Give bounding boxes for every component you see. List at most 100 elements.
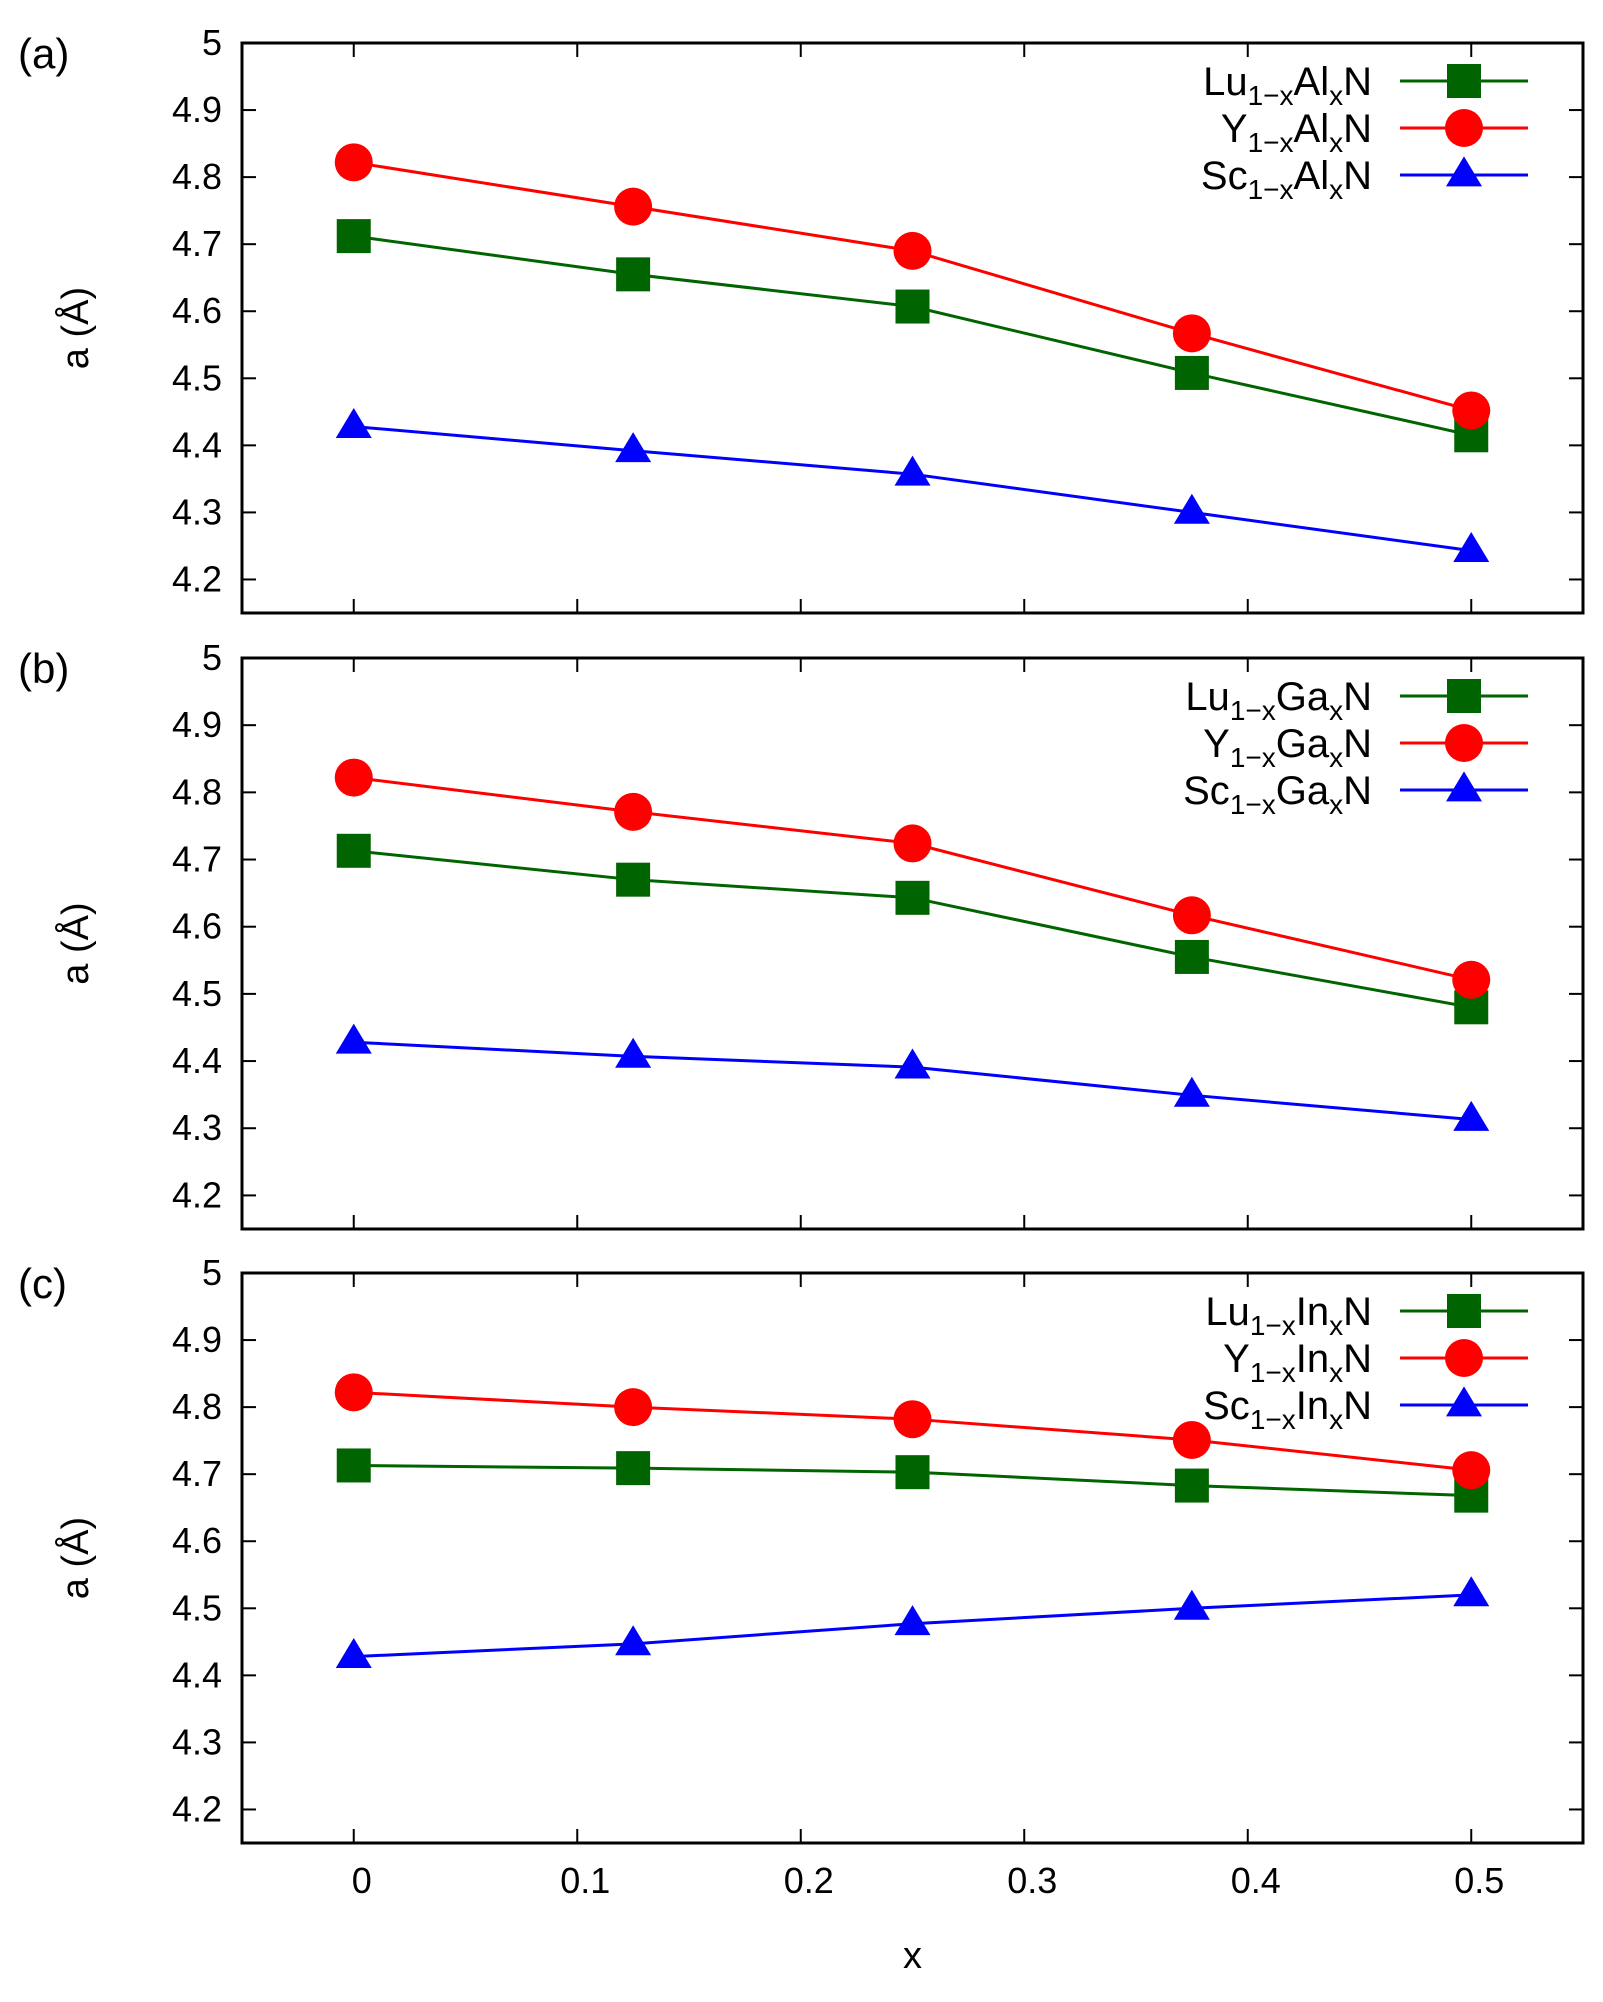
legend-label: Lu1−xGaxN [1185, 675, 1372, 726]
legend-label-part: x [1329, 1357, 1343, 1388]
data-point-triangle [1453, 1576, 1490, 1607]
y-tick-label: 4.6 [172, 1520, 222, 1561]
y-tick-label: 4.9 [172, 704, 222, 745]
legend-marker-square [1447, 64, 1481, 98]
legend-label-part: In [1296, 1337, 1329, 1381]
data-point-triangle [1453, 1100, 1490, 1131]
data-point-square [895, 1455, 930, 1490]
data-point-circle [1172, 896, 1211, 935]
plot-frame [240, 41, 1585, 615]
data-point-square [895, 289, 930, 324]
panel-label: (b) [18, 645, 69, 692]
legend-label: Lu1−xInxN [1205, 1290, 1372, 1341]
data-point-circle [1452, 391, 1491, 430]
legend-label-part: x [1329, 127, 1343, 158]
legend-label: Sc1−xInxN [1203, 1384, 1372, 1435]
data-point-square [1174, 939, 1209, 974]
legend-label-part: Sc [1183, 769, 1230, 813]
legend-label-part: 1−x [1248, 80, 1294, 111]
legend-label-part: x [1329, 80, 1343, 111]
data-point-circle [1172, 1420, 1211, 1459]
legend-label-part: x [1329, 174, 1343, 205]
x-tick-label: 0.4 [1231, 1860, 1281, 1901]
data-point-circle [893, 824, 932, 863]
data-point-circle [1172, 314, 1211, 353]
legend-label-part: N [1343, 1337, 1372, 1381]
data-point-circle [334, 758, 373, 797]
data-point-circle [614, 1388, 653, 1427]
legend-label-part: Lu [1185, 675, 1230, 719]
x-tick-label: 0.5 [1454, 1860, 1504, 1901]
data-point-triangle [615, 1625, 652, 1656]
legend-label: Y1−xGaxN [1203, 722, 1372, 773]
data-point-circle [1452, 960, 1491, 999]
legend-label-part: Y [1203, 722, 1230, 766]
legend-label-part: In [1296, 1290, 1329, 1334]
data-point-circle [893, 231, 932, 270]
y-tick-label: 5 [202, 637, 222, 678]
panel-c: 4.2 4.3 4.4 4.5 4.6 4.7 4.8 4.9 5 0 0.1 0.2 0.3 0.4 0.… [18, 1252, 1585, 1977]
y-tick-label: 4.7 [172, 839, 222, 880]
y-tick-label: 5 [202, 22, 222, 63]
data-point-circle [1452, 1451, 1491, 1490]
legend-label-part: N [1343, 675, 1372, 719]
legend-label-part: Y [1223, 1337, 1250, 1381]
legend-label-part: Lu [1205, 1290, 1250, 1334]
data-point-square [336, 219, 371, 254]
legend-label: Sc1−xGaxN [1183, 769, 1372, 820]
panel-label: (a) [18, 30, 69, 77]
legend-marker-triangle [1446, 1386, 1482, 1417]
data-point-triangle [615, 1037, 652, 1068]
data-point-square [616, 1451, 651, 1486]
legend-label-part: Y [1221, 107, 1248, 151]
y-tick-label: 4.7 [172, 223, 222, 264]
legend-label-part: 1−x [1230, 695, 1276, 726]
legend-label-part: Al [1294, 60, 1330, 104]
legend-label-part: N [1343, 1384, 1372, 1428]
legend-marker-triangle [1446, 771, 1482, 802]
panel-label: (c) [18, 1260, 67, 1307]
y-tick-label: 4.2 [172, 558, 222, 599]
y-tick-label: 4.7 [172, 1453, 222, 1494]
y-tick-label: 4.6 [172, 290, 222, 331]
data-point-triangle [335, 1637, 372, 1668]
series-line-square [353, 849, 1472, 1009]
x-tick-label: 0.1 [560, 1860, 610, 1901]
legend-marker-circle [1445, 109, 1483, 147]
legend-marker-square [1447, 679, 1481, 713]
data-point-triangle [1453, 532, 1490, 563]
legend-label-part: 1−x [1250, 1357, 1296, 1388]
legend-label-part: Al [1294, 107, 1330, 151]
legend-label-part: x [1329, 742, 1343, 773]
y-tick-label: 4.4 [172, 1040, 222, 1081]
legend-label: Sc1−xAlxN [1201, 154, 1372, 205]
y-tick-label: 4.8 [172, 156, 222, 197]
data-point-triangle [894, 455, 931, 486]
y-axis-title: a (Å) [53, 902, 97, 984]
data-point-square [895, 880, 930, 915]
legend-label: Lu1−xAlxN [1203, 60, 1372, 111]
data-point-circle [334, 1373, 373, 1412]
y-axis-title: a (Å) [53, 287, 97, 369]
data-point-circle [334, 143, 373, 182]
legend-label-part: In [1296, 1384, 1329, 1428]
data-point-triangle [894, 1048, 931, 1079]
legend-label-part: 1−x [1248, 174, 1294, 205]
data-point-square [1174, 355, 1209, 390]
data-point-circle [614, 187, 653, 226]
y-tick-label: 4.4 [172, 1654, 222, 1695]
legend-label-part: x [1329, 695, 1343, 726]
y-tick-label: 4.3 [172, 1721, 222, 1762]
legend-label-part: Ga [1276, 722, 1330, 766]
legend-label-part: N [1343, 722, 1372, 766]
legend-label-part: Ga [1276, 769, 1330, 813]
y-tick-label: 4.5 [172, 357, 222, 398]
legend-label-part: 1−x [1248, 127, 1294, 158]
legend-marker-circle [1445, 1339, 1483, 1377]
legend-label-part: Sc [1201, 154, 1248, 198]
data-point-triangle [894, 1605, 931, 1636]
x-axis-title: x [903, 1935, 922, 1977]
y-tick-label: 4.2 [172, 1788, 222, 1829]
legend-label: Y1−xAlxN [1221, 107, 1372, 158]
data-point-square [336, 1448, 371, 1483]
